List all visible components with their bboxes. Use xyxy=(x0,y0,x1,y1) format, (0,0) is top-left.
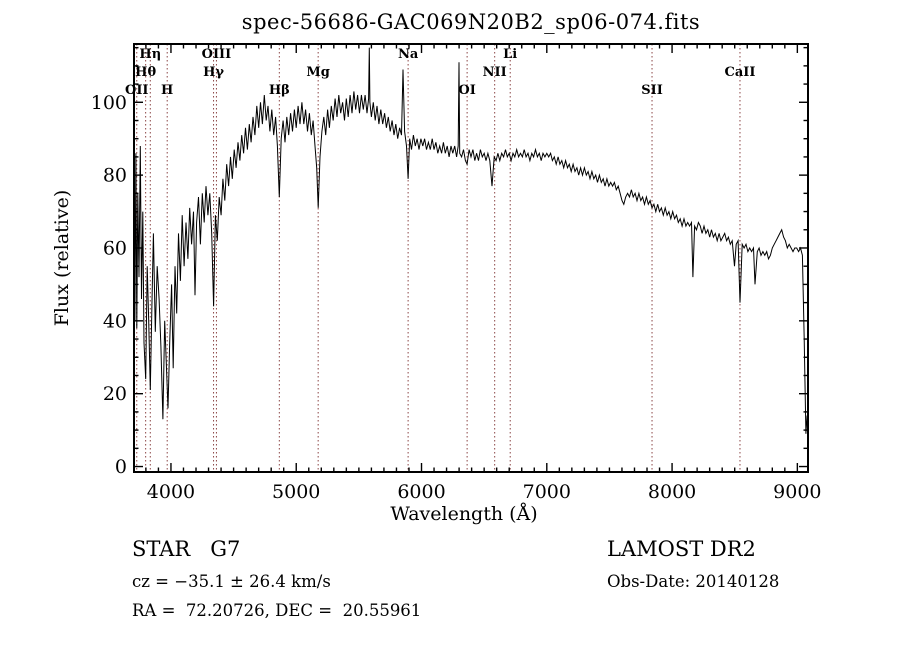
x-tick-label: 9000 xyxy=(773,481,821,503)
spectral-line-label-Hθ: Hθ xyxy=(135,65,156,80)
spectral-line-label-Na: Na xyxy=(398,47,419,62)
survey-release-text: LAMOST DR2 xyxy=(607,537,756,561)
spectral-line-label-NII: NII xyxy=(483,65,507,80)
y-tick-label: 80 xyxy=(103,165,127,187)
spectral-line-label-Hη: Hη xyxy=(139,47,161,62)
spectral-line-label-OI: OI xyxy=(458,83,475,98)
spectrum-trace xyxy=(134,47,808,434)
plot-frame xyxy=(133,43,809,473)
spectral-line-label-CaII: CaII xyxy=(725,65,756,80)
x-tick-label: 7000 xyxy=(523,481,571,503)
spectral-line-label-OIII: OIII xyxy=(202,47,232,62)
spectral-line-label-Li: Li xyxy=(503,47,517,62)
ra-dec-text: RA = 72.20726, DEC = 20.55961 xyxy=(132,601,422,620)
spectral-line-label-OII: OII xyxy=(125,83,149,98)
spectral-line-label-Hγ: Hγ xyxy=(203,65,224,80)
classification-text: STAR G7 xyxy=(132,537,241,561)
spectral-line-label-Mg: Mg xyxy=(306,65,329,80)
spectral-line-label-SII: SII xyxy=(641,83,663,98)
obs-date-text: Obs-Date: 20140128 xyxy=(607,572,780,591)
x-axis-label: Wavelength (Å) xyxy=(390,503,538,525)
plot-title: spec-56686-GAC069N20B2_sp06-074.fits xyxy=(241,10,701,34)
y-tick-label: 100 xyxy=(91,92,127,114)
y-tick-label: 0 xyxy=(115,456,127,478)
x-tick-label: 4000 xyxy=(147,481,195,503)
x-tick-label: 6000 xyxy=(397,481,445,503)
x-tick-label: 5000 xyxy=(272,481,320,503)
spectral-line-label-Hβ: Hβ xyxy=(269,83,290,98)
y-tick-label: 60 xyxy=(103,237,127,259)
x-tick-label: 8000 xyxy=(648,481,696,503)
y-tick-label: 20 xyxy=(103,383,127,405)
spectral-line-label-H: H xyxy=(161,83,173,98)
radial-velocity-text: cz = −35.1 ± 26.4 km/s xyxy=(132,572,331,591)
y-tick-label: 40 xyxy=(103,310,127,332)
